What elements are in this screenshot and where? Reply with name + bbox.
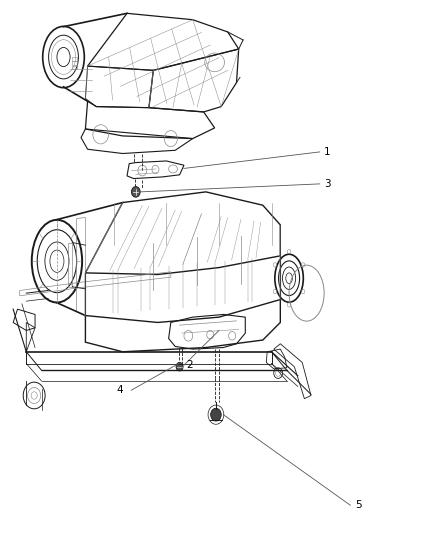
Circle shape: [131, 187, 140, 197]
Circle shape: [176, 362, 183, 371]
Circle shape: [211, 408, 221, 421]
Text: 2: 2: [186, 360, 193, 370]
Text: 3: 3: [324, 179, 331, 189]
Text: 1: 1: [324, 147, 331, 157]
Text: 4: 4: [116, 385, 123, 395]
Text: 5: 5: [355, 500, 361, 510]
